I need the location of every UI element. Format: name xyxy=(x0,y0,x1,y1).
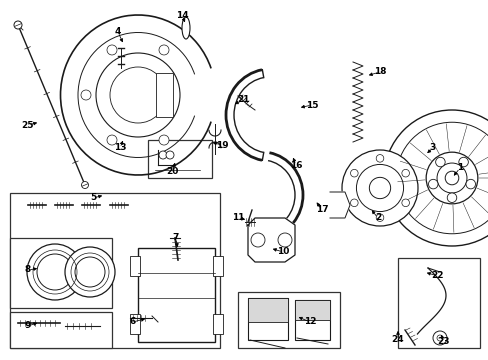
Text: 10: 10 xyxy=(276,248,288,256)
Circle shape xyxy=(350,199,357,207)
Circle shape xyxy=(110,67,165,123)
Circle shape xyxy=(383,110,488,246)
Circle shape xyxy=(425,152,477,204)
Text: 18: 18 xyxy=(373,68,386,77)
Bar xyxy=(294,300,329,340)
Circle shape xyxy=(107,45,117,55)
Circle shape xyxy=(465,179,474,189)
Circle shape xyxy=(14,21,22,29)
Circle shape xyxy=(395,122,488,234)
Circle shape xyxy=(436,163,466,193)
Text: 17: 17 xyxy=(315,206,327,215)
Circle shape xyxy=(356,165,403,212)
Circle shape xyxy=(107,135,117,145)
Circle shape xyxy=(458,157,468,167)
Circle shape xyxy=(96,53,180,137)
Text: 24: 24 xyxy=(391,336,404,345)
Text: 4: 4 xyxy=(115,27,121,36)
Bar xyxy=(138,248,215,342)
Bar xyxy=(156,73,173,117)
Circle shape xyxy=(159,151,167,159)
Bar xyxy=(238,292,339,348)
Text: 23: 23 xyxy=(437,338,449,346)
Bar xyxy=(247,298,287,340)
Text: 5: 5 xyxy=(90,194,96,202)
Text: 9: 9 xyxy=(25,321,31,330)
Circle shape xyxy=(81,181,88,189)
Text: 20: 20 xyxy=(165,167,178,176)
Circle shape xyxy=(436,335,442,341)
Text: 8: 8 xyxy=(25,266,31,274)
Circle shape xyxy=(375,214,383,221)
Text: 7: 7 xyxy=(172,234,179,243)
Text: 13: 13 xyxy=(114,144,126,153)
Circle shape xyxy=(427,179,437,189)
Circle shape xyxy=(375,154,383,162)
Text: 3: 3 xyxy=(429,144,435,153)
Circle shape xyxy=(75,257,105,287)
Circle shape xyxy=(81,90,91,100)
Text: 25: 25 xyxy=(21,121,34,130)
Bar xyxy=(213,314,223,334)
Circle shape xyxy=(37,254,73,290)
Bar xyxy=(213,256,223,276)
Bar xyxy=(294,300,329,320)
Circle shape xyxy=(447,193,456,202)
Text: 2: 2 xyxy=(374,213,380,222)
Text: 19: 19 xyxy=(215,140,228,149)
Text: 12: 12 xyxy=(303,318,316,327)
Text: 15: 15 xyxy=(305,100,318,109)
Circle shape xyxy=(432,331,446,345)
Bar xyxy=(10,193,220,348)
Circle shape xyxy=(250,233,264,247)
Text: 21: 21 xyxy=(237,95,250,104)
Bar xyxy=(10,312,112,348)
Bar xyxy=(148,140,212,178)
Circle shape xyxy=(435,157,444,167)
Circle shape xyxy=(165,151,174,159)
Text: 1: 1 xyxy=(456,163,462,172)
Circle shape xyxy=(65,247,115,297)
Circle shape xyxy=(27,244,83,300)
Bar xyxy=(10,238,112,308)
Bar xyxy=(130,314,140,334)
Circle shape xyxy=(368,177,390,199)
Text: 11: 11 xyxy=(231,213,244,222)
Circle shape xyxy=(341,150,417,226)
Text: 22: 22 xyxy=(431,271,443,280)
Bar xyxy=(247,298,287,322)
Ellipse shape xyxy=(182,17,190,39)
Circle shape xyxy=(350,169,357,177)
Circle shape xyxy=(401,199,408,207)
Bar xyxy=(397,258,479,348)
Bar xyxy=(130,256,140,276)
Circle shape xyxy=(401,169,408,177)
Text: 16: 16 xyxy=(289,161,302,170)
Text: 6: 6 xyxy=(130,318,136,327)
Text: 14: 14 xyxy=(175,10,188,19)
Circle shape xyxy=(444,171,458,185)
Circle shape xyxy=(278,233,291,247)
Circle shape xyxy=(159,45,169,55)
Circle shape xyxy=(159,135,169,145)
Polygon shape xyxy=(247,218,294,262)
Polygon shape xyxy=(329,192,349,218)
